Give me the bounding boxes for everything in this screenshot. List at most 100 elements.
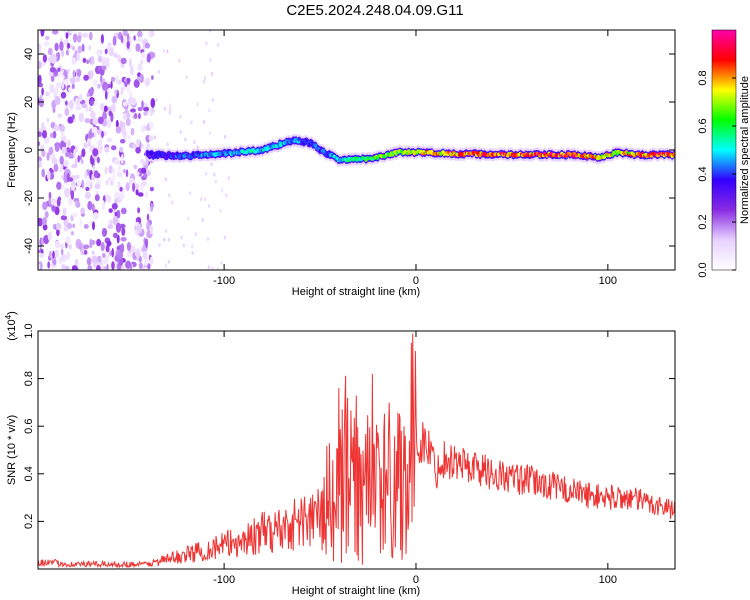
noise-blob [151, 75, 154, 80]
noise-blob [128, 134, 131, 142]
noise-blob [66, 139, 71, 148]
noise-speck [164, 228, 168, 233]
colorbar-gradient [711, 29, 737, 271]
noise-blob [135, 43, 141, 52]
noise-blob [73, 148, 76, 159]
noise-blob [138, 112, 141, 120]
noise-blob [114, 211, 118, 217]
noise-blob [117, 180, 121, 189]
noise-blob [107, 42, 112, 47]
noise-blob [92, 163, 96, 173]
noise-blob [130, 127, 135, 136]
noise-speck [158, 243, 161, 248]
noise-blob [146, 143, 151, 148]
noise-speck [216, 42, 220, 47]
noise-blob [85, 186, 90, 192]
noise-speck [167, 237, 171, 242]
noise-blob [150, 202, 153, 212]
noise-blob [143, 106, 150, 112]
noise-blob [67, 116, 74, 124]
noise-blob [46, 152, 50, 161]
noise-speck [206, 237, 210, 241]
noise-blob [116, 246, 120, 251]
noise-blob [117, 79, 122, 85]
noise-blob [38, 217, 43, 227]
spectrogram-y-tick-label: 20 [23, 96, 35, 108]
noise-speck [202, 79, 206, 84]
noise-blob [125, 182, 130, 192]
noise-blob [54, 42, 59, 52]
noise-speck [194, 232, 197, 237]
noise-blob [91, 203, 95, 212]
noise-blob [94, 183, 101, 190]
noise-blob [120, 243, 125, 254]
noise-blob [96, 156, 100, 164]
noise-blob [142, 266, 146, 270]
noise-blob [122, 169, 126, 174]
noise-speck [207, 265, 210, 269]
noise-blob [83, 74, 89, 81]
noise-speck [162, 48, 166, 53]
noise-blob [71, 265, 78, 270]
snr-scale-label: (x104) [4, 311, 18, 341]
noise-speck [184, 137, 187, 142]
noise-blob [52, 130, 57, 139]
noise-blob [146, 169, 151, 177]
noise-speck [155, 98, 158, 103]
noise-blob [132, 182, 136, 192]
noise-blob [111, 261, 115, 270]
noise-blob [115, 126, 122, 134]
noise-blob [65, 49, 69, 56]
noise-blob [53, 125, 60, 132]
noise-speck [210, 162, 213, 167]
noise-blob [81, 103, 87, 109]
noise-blob [115, 222, 122, 233]
noise-blob [119, 146, 124, 153]
noise-blob [47, 47, 53, 56]
noise-blob [112, 173, 115, 184]
noise-blob [104, 48, 108, 55]
noise-blob [120, 237, 127, 242]
noise-speck [179, 130, 182, 135]
noise-blob [54, 240, 61, 249]
noise-blob [84, 182, 90, 186]
noise-blob [120, 34, 124, 44]
noise-blob [81, 43, 85, 52]
noise-blob [63, 70, 68, 77]
noise-blob [108, 110, 113, 117]
noise-blob [76, 35, 82, 43]
noise-blob [68, 99, 75, 110]
noise-blob [136, 250, 140, 260]
colorbar-tick-label: 0.8 [697, 70, 709, 85]
snr-scale-exponent: 4 [4, 314, 13, 319]
noise-blob [38, 131, 42, 137]
noise-speck [191, 251, 194, 255]
noise-speck [208, 108, 211, 113]
snr-y-tick-label: 0.8 [23, 371, 35, 386]
noise-blob [68, 153, 75, 159]
noise-speck [193, 140, 196, 145]
noise-blob [121, 129, 127, 136]
noise-blob [101, 65, 107, 71]
noise-blob [89, 238, 93, 249]
noise-speck [211, 97, 214, 102]
noise-blob [53, 163, 59, 172]
noise-blob [71, 212, 78, 218]
noise-blob [120, 207, 127, 215]
snr-x-label: Height of straight line (km) [292, 585, 420, 597]
noise-region [38, 30, 231, 270]
noise-blob [130, 108, 136, 113]
noise-blob [90, 70, 94, 79]
noise-blob [115, 119, 119, 129]
noise-blob [104, 105, 108, 112]
noise-blob [106, 195, 112, 203]
colorbar: 0.0 0.2 0.4 0.6 0.8 Normalized spectral ampl… [697, 29, 750, 278]
noise-blob [137, 106, 143, 112]
noise-blob [75, 145, 78, 153]
colorbar-label: Normalized spectral amplitude [739, 76, 750, 224]
noise-blob [141, 100, 144, 109]
noise-speck [179, 114, 182, 119]
noise-blob [86, 59, 89, 65]
noise-blob [91, 255, 98, 264]
noise-blob [44, 211, 49, 219]
